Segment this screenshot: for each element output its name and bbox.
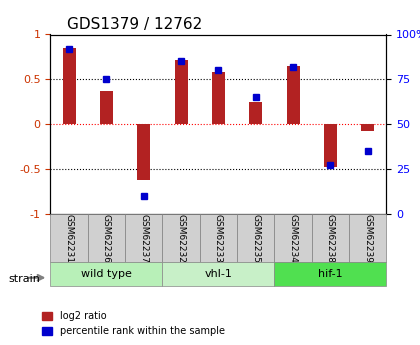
Text: GSM62235: GSM62235 xyxy=(251,214,260,263)
Text: hif-1: hif-1 xyxy=(318,269,343,279)
Bar xyxy=(249,102,262,124)
Bar xyxy=(324,124,337,167)
Bar xyxy=(137,124,150,180)
FancyBboxPatch shape xyxy=(274,262,386,286)
Legend: log2 ratio, percentile rank within the sample: log2 ratio, percentile rank within the s… xyxy=(39,307,229,340)
FancyBboxPatch shape xyxy=(50,262,163,286)
FancyBboxPatch shape xyxy=(237,214,274,262)
Text: wild type: wild type xyxy=(81,269,132,279)
FancyBboxPatch shape xyxy=(200,214,237,262)
Bar xyxy=(100,91,113,124)
FancyBboxPatch shape xyxy=(163,214,200,262)
Text: GDS1379 / 12762: GDS1379 / 12762 xyxy=(67,17,202,32)
Text: GSM62238: GSM62238 xyxy=(326,214,335,263)
Text: GSM62232: GSM62232 xyxy=(176,214,186,263)
Bar xyxy=(175,60,188,124)
Text: GSM62231: GSM62231 xyxy=(65,214,73,263)
Bar xyxy=(63,48,76,124)
Bar xyxy=(212,72,225,124)
FancyBboxPatch shape xyxy=(88,214,125,262)
Text: GSM62236: GSM62236 xyxy=(102,214,111,263)
FancyBboxPatch shape xyxy=(125,214,163,262)
FancyBboxPatch shape xyxy=(163,262,274,286)
FancyBboxPatch shape xyxy=(50,214,88,262)
Text: GSM62234: GSM62234 xyxy=(289,214,297,263)
Text: GSM62237: GSM62237 xyxy=(139,214,148,263)
Bar xyxy=(286,66,299,124)
Text: strain: strain xyxy=(8,275,40,284)
Bar xyxy=(361,124,374,131)
FancyBboxPatch shape xyxy=(312,214,349,262)
Text: GSM62233: GSM62233 xyxy=(214,214,223,263)
Text: GSM62239: GSM62239 xyxy=(363,214,372,263)
FancyBboxPatch shape xyxy=(274,214,312,262)
Text: vhl-1: vhl-1 xyxy=(205,269,232,279)
FancyBboxPatch shape xyxy=(349,214,386,262)
